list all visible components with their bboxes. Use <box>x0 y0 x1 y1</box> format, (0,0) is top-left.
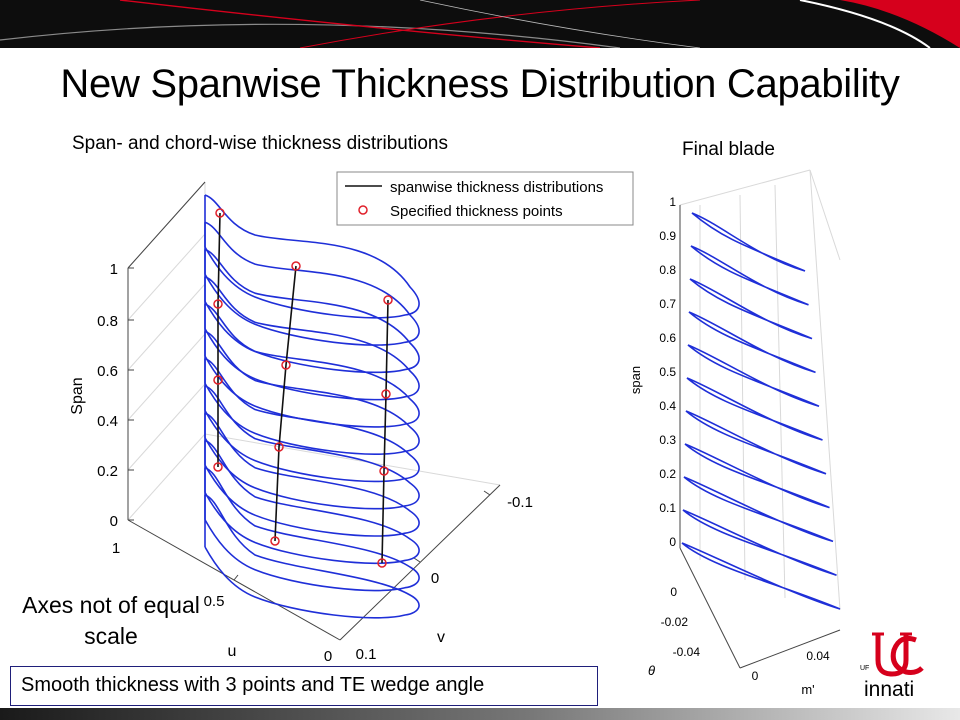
blade-section-profile <box>682 509 837 576</box>
left-v-label: v <box>437 629 445 646</box>
blade-section-profile <box>687 344 820 407</box>
thickness-slice-curve <box>204 412 420 537</box>
left-v-tick: 0.1 <box>356 646 377 663</box>
thickness-slice-curve <box>204 385 420 510</box>
right-z-tick: 0.6 <box>659 331 676 345</box>
right-m-label: m' <box>801 682 814 697</box>
left-u-tick: 1 <box>112 540 120 557</box>
left-v-tick: -0.1 <box>507 494 533 511</box>
blade-section-profile <box>681 542 841 610</box>
left-plot-caption: Span- and chord-wise thickness distribut… <box>72 133 448 154</box>
blade-section-profile <box>684 443 830 509</box>
right-z-tick: 0.8 <box>659 263 676 277</box>
right-z-tick: 0.5 <box>659 365 676 379</box>
left-z-label: Span <box>69 377 86 414</box>
left-z-tick: 1 <box>110 261 118 278</box>
legend-item-spanwise: spanwise thickness distributions <box>390 179 603 196</box>
legend-item-points: Specified thickness points <box>390 203 563 220</box>
logo-small-text: UF <box>860 665 869 672</box>
right-z-tick: 0.9 <box>659 229 676 243</box>
spanwise-distributions <box>217 212 389 564</box>
footer-bar <box>0 708 960 720</box>
blade-section-profile <box>690 245 809 306</box>
axes-scale-note: Axes not of equal scale <box>22 592 200 649</box>
blade-sections <box>681 212 841 610</box>
left-z-tick: 0.2 <box>97 463 118 480</box>
thickness-slice-curve <box>204 357 420 483</box>
left-plot-axis-lines <box>127 181 501 641</box>
right-theta-tick: -0.04 <box>673 645 701 659</box>
thickness-slice-curve <box>204 194 420 319</box>
left-z-tick: 0.8 <box>97 313 118 330</box>
left-plot-legend: spanwise thickness distributions Specifi… <box>336 171 634 226</box>
right-z-tick: 0.1 <box>659 501 676 515</box>
left-u-tick: 0 <box>324 648 332 665</box>
university-logo: UF innati <box>860 632 924 701</box>
left-z-tick: 0 <box>110 513 118 530</box>
thickness-slice-curve <box>204 276 420 401</box>
right-theta-tick: 0 <box>670 585 677 599</box>
blade-section-profile <box>691 212 806 272</box>
thickness-slices <box>204 194 420 619</box>
left-3d-plot: 1 0.8 0.6 0.4 0.2 0 Span 1 0.5 0 u 0.1 0… <box>69 171 634 665</box>
right-theta-tick: -0.02 <box>661 615 689 629</box>
left-u-label: u <box>228 643 237 660</box>
slide-title: New Spanwise Thickness Distribution Capa… <box>60 62 900 106</box>
right-3d-plot: 0 0.1 0.2 0.3 0.4 0.5 0.6 0.7 0.8 0.9 1 span 0 -0.… <box>628 169 841 697</box>
right-z-tick: 0.2 <box>659 467 676 481</box>
thickness-slice-curve <box>204 439 420 565</box>
right-theta-label: θ <box>648 663 655 678</box>
right-plot-caption: Final blade <box>682 139 775 160</box>
left-z-tick: 0.4 <box>97 413 118 430</box>
right-z-tick: 0 <box>669 535 676 549</box>
thickness-slice-curve <box>204 221 420 346</box>
thickness-slice-curve <box>204 494 420 619</box>
right-m-tick: 0 <box>752 669 759 683</box>
summary-callout: Smooth thickness with 3 points and TE we… <box>10 666 598 706</box>
right-z-tick: 1 <box>669 195 676 209</box>
thickness-slice-curve <box>204 330 420 455</box>
specified-thickness-points <box>213 208 393 568</box>
right-z-tick: 0.4 <box>659 399 676 413</box>
left-v-tick: 0 <box>431 570 439 587</box>
right-z-label: span <box>628 366 643 394</box>
left-plot-axes-box <box>127 181 501 521</box>
blade-section-profile <box>685 410 827 475</box>
left-u-tick: 0.5 <box>204 593 225 610</box>
thickness-slice-curve <box>204 466 420 592</box>
right-z-tick: 0.3 <box>659 433 676 447</box>
right-m-tick: 0.04 <box>806 649 830 663</box>
blade-section-profile <box>686 377 823 441</box>
left-z-tick: 0.6 <box>97 363 118 380</box>
top-banner <box>0 0 960 48</box>
right-z-tick: 0.7 <box>659 297 676 311</box>
logo-text: innati <box>864 678 914 701</box>
thickness-slice-curve <box>204 248 420 374</box>
blade-section-profile <box>689 278 813 340</box>
blade-section-profile <box>688 311 816 374</box>
blade-section-profile <box>683 476 834 543</box>
